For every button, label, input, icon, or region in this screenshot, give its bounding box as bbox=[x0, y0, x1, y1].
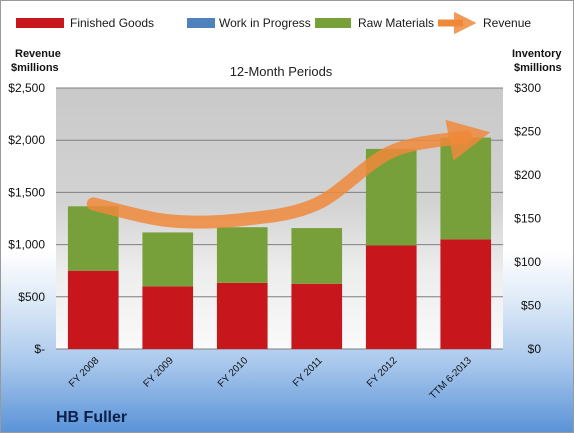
right-axis-title-line2: $millions bbox=[514, 62, 562, 74]
left-axis-title-line2: $millions bbox=[11, 62, 59, 74]
right-axis-tick-label: $200 bbox=[514, 168, 541, 182]
legend-label-raw-materials: Raw Materials bbox=[358, 16, 434, 30]
revenue-line bbox=[86, 119, 491, 229]
right-axis-tick-label: $150 bbox=[514, 212, 541, 226]
bar-raw-materials bbox=[67, 206, 119, 271]
x-axis-ticks: FY 2008 FY 2009 FY 2010 FY 2011 FY 2012 TTM 6… bbox=[67, 355, 474, 402]
x-axis-tick-label: TTM 6-2013 bbox=[428, 355, 475, 402]
left-axis-tick-label: $1,000 bbox=[8, 238, 45, 252]
legend-swatch-work-in-progress bbox=[187, 18, 215, 28]
x-axis-tick-label: FY 2012 bbox=[365, 355, 400, 390]
bar-finished-goods bbox=[291, 283, 343, 349]
left-axis-tick-label: $- bbox=[34, 342, 45, 356]
x-axis-tick-label: FY 2010 bbox=[216, 355, 251, 390]
chart-subtitle: 12-Month Periods bbox=[230, 64, 333, 79]
x-axis-tick-label: FY 2011 bbox=[291, 355, 325, 389]
revenue-line-series bbox=[86, 119, 491, 229]
left-axis-tick-label: $2,000 bbox=[8, 133, 45, 147]
bar-finished-goods bbox=[142, 286, 194, 349]
x-axis-tick-label: FY 2009 bbox=[141, 355, 176, 390]
bar-raw-materials bbox=[142, 232, 194, 287]
bar-raw-materials bbox=[291, 228, 343, 284]
bar-finished-goods bbox=[440, 239, 492, 349]
legend-swatch-raw-materials bbox=[315, 18, 351, 28]
right-axis-tick-label: $300 bbox=[514, 81, 541, 95]
legend-label-finished-goods: Finished Goods bbox=[70, 16, 154, 30]
legend-label-revenue: Revenue bbox=[483, 16, 531, 30]
legend-swatch-finished-goods bbox=[16, 18, 64, 28]
bar-raw-materials bbox=[216, 227, 268, 283]
x-axis-tick-label: FY 2008 bbox=[67, 355, 102, 390]
legend: Finished Goods Work in Progress Raw Mate… bbox=[16, 11, 531, 35]
bar-series bbox=[67, 137, 492, 349]
bar-finished-goods bbox=[365, 245, 417, 349]
bar-raw-materials bbox=[440, 137, 492, 240]
company-name: HB Fuller bbox=[56, 409, 127, 426]
right-axis-ticks: $0 $50 $100 $150 $200 $250 $300 bbox=[514, 81, 541, 356]
right-axis-tick-label: $100 bbox=[514, 255, 541, 269]
left-axis-tick-label: $1,500 bbox=[8, 185, 45, 199]
left-axis-ticks: $- $500 $1,000 $1,500 $2,000 $2,500 bbox=[8, 81, 45, 356]
bar-finished-goods bbox=[216, 282, 268, 349]
bar-finished-goods bbox=[67, 270, 119, 349]
left-axis-title-line1: Revenue bbox=[15, 48, 61, 60]
legend-label-work-in-progress: Work in Progress bbox=[219, 16, 311, 30]
right-axis-title-line1: Inventory bbox=[512, 48, 562, 60]
right-axis-tick-label: $50 bbox=[521, 299, 541, 313]
right-axis-tick-label: $0 bbox=[528, 342, 542, 356]
left-axis-tick-label: $500 bbox=[18, 290, 45, 304]
right-axis-tick-label: $250 bbox=[514, 125, 541, 139]
left-axis-tick-label: $2,500 bbox=[8, 81, 45, 95]
